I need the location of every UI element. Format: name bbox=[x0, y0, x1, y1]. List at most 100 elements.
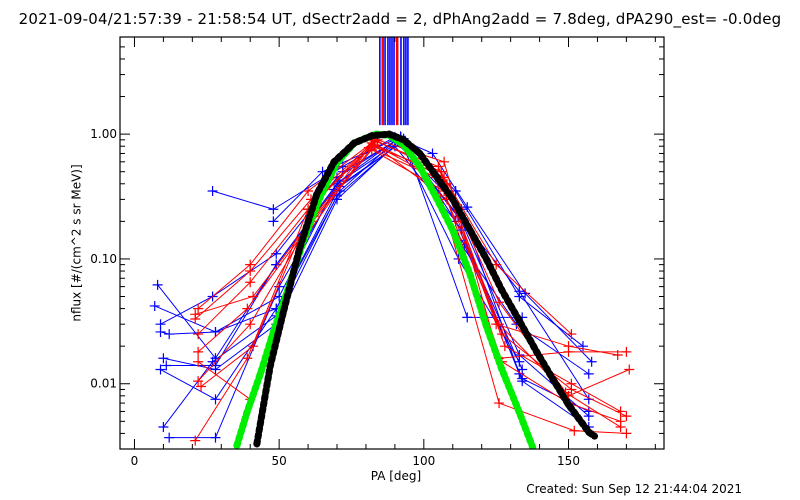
x-tick-label: 150 bbox=[557, 454, 580, 468]
series-line-red-1 bbox=[197, 142, 572, 335]
data-point-red bbox=[193, 329, 204, 340]
black-fit-point bbox=[368, 132, 376, 140]
data-point-red bbox=[190, 309, 201, 320]
data-point-blue bbox=[586, 356, 597, 367]
black-fit-point bbox=[295, 245, 303, 253]
series-red-8 bbox=[190, 137, 632, 446]
black-fit-point bbox=[313, 190, 321, 198]
data-point-red bbox=[245, 319, 256, 330]
black-fit-point bbox=[591, 432, 599, 440]
data-point-red bbox=[621, 411, 632, 422]
data-point-red bbox=[245, 277, 256, 288]
data-point-blue bbox=[274, 281, 285, 292]
black-fit-curve bbox=[253, 130, 599, 448]
series-line-red-4 bbox=[195, 144, 621, 412]
black-fit-point bbox=[515, 317, 523, 325]
data-point-red bbox=[494, 297, 505, 308]
data-point-blue bbox=[577, 341, 588, 352]
data-point-blue bbox=[164, 329, 175, 340]
black-fit-point bbox=[449, 195, 457, 203]
data-point-blue bbox=[164, 432, 175, 443]
data-point-red bbox=[621, 428, 632, 439]
data-point-red bbox=[624, 364, 635, 375]
green-fit-curve bbox=[233, 130, 537, 449]
black-fit-point bbox=[279, 309, 287, 317]
green-fit-point bbox=[431, 192, 439, 200]
black-fit-point bbox=[416, 149, 424, 157]
black-fit-point bbox=[549, 375, 557, 383]
black-fit-point bbox=[533, 348, 541, 356]
black-fit-point bbox=[482, 255, 490, 263]
data-point-red bbox=[190, 435, 201, 446]
data-point-blue bbox=[158, 353, 169, 364]
axes: 0 50 100 150 1.00 0.10 0.01 bbox=[90, 36, 665, 468]
series-line-blue-11 bbox=[166, 142, 590, 400]
black-fit-point bbox=[498, 286, 506, 294]
data-point-red bbox=[615, 422, 626, 433]
black-fit-point bbox=[385, 130, 393, 138]
data-point-red bbox=[621, 346, 632, 357]
data-point-red bbox=[566, 384, 577, 395]
data-point-blue bbox=[268, 216, 279, 227]
black-fit-point bbox=[400, 136, 408, 144]
data-point-blue bbox=[149, 300, 160, 311]
data-point-blue bbox=[155, 326, 166, 337]
y-axis-label: nflux [#/(cm^2 s sr MeV)] bbox=[70, 164, 84, 321]
green-fit-point bbox=[233, 442, 241, 449]
x-tick-label: 0 bbox=[131, 454, 139, 468]
series-blue-11 bbox=[161, 137, 594, 405]
data-point-blue bbox=[210, 432, 221, 443]
data-point-blue bbox=[210, 394, 221, 405]
data-point-red bbox=[193, 356, 204, 367]
data-point-blue bbox=[268, 204, 279, 215]
data-point-blue bbox=[158, 422, 169, 433]
series-line-blue-5 bbox=[160, 139, 590, 417]
black-fit-point bbox=[350, 139, 358, 147]
peak-marker-lines bbox=[379, 37, 409, 126]
data-point-blue bbox=[462, 312, 473, 323]
data-point-blue bbox=[517, 376, 528, 387]
green-fit-point bbox=[482, 322, 490, 330]
black-fit-point bbox=[565, 401, 573, 409]
black-fit-point bbox=[330, 158, 338, 166]
black-fit bbox=[253, 130, 599, 448]
data-point-red bbox=[303, 186, 314, 197]
data-point-blue bbox=[161, 360, 172, 371]
data-point-red bbox=[439, 156, 450, 167]
data-point-red bbox=[196, 381, 207, 392]
data-point-red bbox=[563, 346, 574, 357]
created-timestamp: Created: Sun Sep 12 21:44:04 2021 bbox=[526, 482, 742, 496]
series-line-blue-4 bbox=[154, 137, 590, 375]
x-tick-label: 50 bbox=[272, 454, 287, 468]
data-point-blue bbox=[152, 279, 163, 290]
series-line-blue-10 bbox=[169, 135, 590, 439]
fit-curves bbox=[233, 130, 599, 449]
data-point-red bbox=[494, 398, 505, 409]
data-point-red bbox=[569, 425, 580, 436]
series-blue-10 bbox=[164, 131, 594, 443]
black-fit-point bbox=[266, 362, 274, 370]
data-point-blue bbox=[210, 326, 221, 337]
green-fit-point bbox=[529, 443, 537, 449]
series-line-blue-1 bbox=[212, 136, 593, 363]
data-point-blue bbox=[514, 286, 525, 297]
y-tick-label: 1.00 bbox=[90, 127, 117, 141]
black-fit-point bbox=[466, 226, 474, 234]
green-fit-point bbox=[449, 226, 457, 234]
x-tick-label: 100 bbox=[412, 454, 435, 468]
data-point-blue bbox=[155, 364, 166, 375]
series-line-red-8 bbox=[194, 142, 627, 441]
data-point-red bbox=[496, 329, 507, 340]
data-point-blue bbox=[520, 288, 531, 299]
data-point-red bbox=[499, 341, 510, 352]
green-fit-point bbox=[243, 408, 251, 416]
green-fit-point bbox=[466, 271, 474, 279]
data-point-red bbox=[193, 303, 204, 314]
data-point-red bbox=[436, 166, 447, 177]
data-point-red bbox=[193, 346, 204, 357]
series-blue-4 bbox=[149, 133, 594, 379]
data-point-blue bbox=[583, 368, 594, 379]
chart-title: 2021-09-04/21:57:39 - 21:58:54 UT, dSect… bbox=[18, 10, 782, 28]
data-point-red bbox=[566, 329, 577, 340]
black-fit-point bbox=[253, 440, 261, 448]
